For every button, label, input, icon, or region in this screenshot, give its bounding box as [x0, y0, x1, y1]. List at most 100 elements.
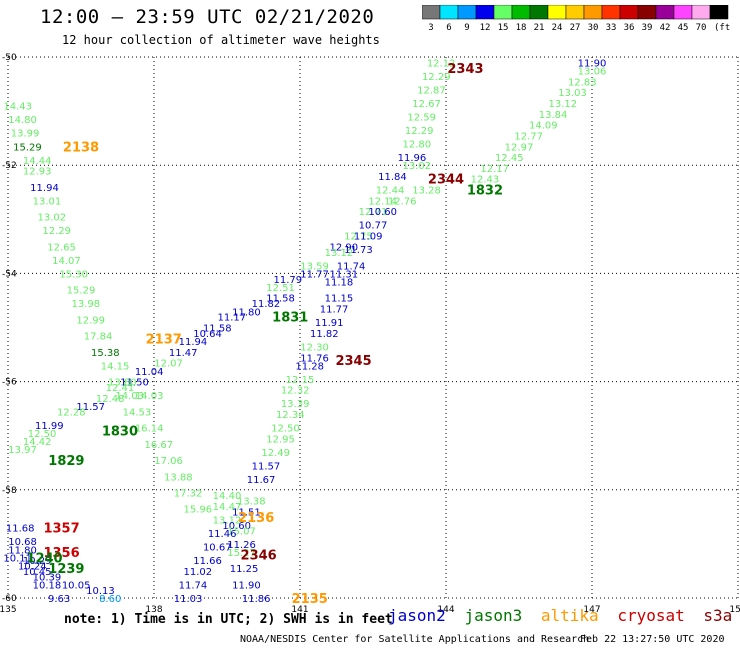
y-tick-label: -52 [2, 161, 17, 171]
wave-height-label: 12.90 [329, 242, 358, 253]
wave-height-label: 11.90 [578, 58, 607, 69]
wave-height-label: 9.63 [48, 594, 70, 605]
wave-height-label: 11.76 [300, 353, 329, 364]
wave-height-label: 13.12 [213, 516, 242, 527]
wave-height-label: 12.43 [471, 175, 500, 186]
colorbar-label: 6 [446, 23, 451, 33]
wave-height-label: 12.28 [57, 407, 86, 418]
wave-height-label: 11.68 [6, 524, 35, 535]
wave-height-label: 14.43 [3, 102, 32, 113]
wave-height-label: 14.53 [123, 407, 152, 418]
wave-height-label: 10.11 [3, 553, 32, 564]
wave-height-label: 12.67 [412, 99, 441, 110]
wave-height-label: 12.45 [495, 153, 524, 164]
wave-height-label: 11.57 [76, 402, 105, 413]
colorbar-label: 24 [552, 23, 563, 33]
wave-height-label: 11.82 [310, 329, 339, 340]
wave-height-label: 10.60 [222, 521, 251, 532]
colorbar-label: 12 [480, 23, 491, 33]
chart-title: 12:00 – 23:59 UTC 02/21/2020 [40, 6, 375, 28]
wave-height-label: 11.82 [252, 299, 281, 310]
wave-height-label: 11.94 [179, 337, 208, 348]
wave-height-label: 11.96 [398, 153, 427, 164]
wave-height-label: 15.96 [183, 505, 212, 516]
y-tick-label: -50 [2, 53, 17, 63]
wave-height-label: 17.06 [154, 456, 183, 467]
wave-height-label: 12.32 [281, 386, 310, 397]
wave-height-label: 12.97 [505, 142, 534, 153]
colorbar-label: 9 [464, 23, 469, 33]
wave-height-label: 13.28 [412, 186, 441, 197]
pass-time-label: 2136 [238, 511, 274, 526]
wave-height-label: 12.30 [300, 342, 329, 353]
units-note: note: 1) Time is in UTC; 2) SWH is in fe… [64, 612, 393, 627]
wave-height-label: 11.26 [227, 540, 256, 551]
wave-height-label: 12.71 [359, 207, 388, 218]
wave-height-label: 11.51 [232, 507, 261, 518]
wave-height-label: 11.03 [174, 594, 203, 605]
wave-height-label: 12.93 [23, 167, 52, 178]
x-tick-label: 141 [291, 605, 308, 615]
wave-height-label: 11.31 [329, 269, 358, 280]
y-tick-label: -58 [2, 486, 17, 496]
wave-height-label: 11.77 [300, 269, 329, 280]
wave-height-label: 12.95 [266, 434, 295, 445]
wave-height-label: 11.50 [120, 378, 149, 389]
wave-height-label: 12.29 [42, 226, 71, 237]
legend-item-cryosat: cryosat [617, 606, 685, 625]
wave-height-label: 13.84 [539, 110, 568, 121]
wave-height-label: 11.90 [232, 580, 261, 591]
wave-height-label: 11.74 [179, 580, 208, 591]
wave-height-label: 14.44 [23, 156, 52, 167]
wave-height-label: 11.25 [230, 564, 259, 575]
colorbar-label: 36 [624, 23, 635, 33]
pass-time-label: 2346 [241, 549, 277, 564]
legend-item-s3a: s3a [703, 606, 733, 625]
wave-height-label: 12.44 [376, 186, 405, 197]
wave-height-label: 15.07 [227, 526, 256, 537]
wave-height-label: 12.59 [407, 113, 436, 124]
wave-height-label: 12.87 [417, 85, 446, 96]
wave-height-label: 13.02 [37, 213, 66, 224]
wave-height-label: 10.45 [23, 567, 52, 578]
wave-height-label: 12.15 [286, 375, 315, 386]
wave-height-label: 14.40 [213, 491, 242, 502]
wave-height-label: 10.67 [203, 543, 232, 554]
wave-height-label: 12.83 [568, 77, 597, 88]
colorbar-swatch [709, 5, 729, 20]
legend-item-jason3: jason3 [464, 606, 523, 625]
wave-height-label: 14.42 [23, 437, 52, 448]
wave-height-label: 14.03 [135, 391, 164, 402]
chart-subtitle: 12 hour collection of altimeter wave hei… [62, 33, 380, 47]
wave-height-label: 12.75 [344, 232, 373, 243]
colorbar-label: 42 [660, 23, 671, 33]
wave-height-label: 12.80 [402, 140, 431, 151]
wave-height-label: 13.12 [325, 248, 354, 259]
wave-height-label: 12.50 [271, 424, 300, 435]
pass-time-label: 2135 [292, 592, 328, 607]
wave-height-label: 12.49 [261, 448, 290, 459]
wave-height-label: 12.41 [106, 383, 135, 394]
wave-height-label: 11.04 [135, 367, 164, 378]
wave-height-label: 10.60 [368, 207, 397, 218]
wave-height-label: 11.46 [208, 529, 237, 540]
wave-height-label: 14.47 [213, 502, 242, 513]
wave-height-label: 13.03 [558, 88, 587, 99]
wave-height-label: 11.80 [232, 307, 261, 318]
y-tick-label: -56 [2, 378, 17, 388]
wave-height-label: 13.02 [402, 161, 431, 172]
wave-height-label: 12.51 [266, 283, 295, 294]
wave-height-label: 11.47 [169, 348, 198, 359]
x-tick-label: 135 [0, 605, 17, 615]
pass-time-label: 2344 [428, 173, 464, 188]
wave-height-label: 11.84 [378, 172, 407, 183]
wave-height-label: 15.29 [13, 142, 42, 153]
wave-height-label: 14.07 [52, 256, 81, 267]
wave-height-label: 13.80 [108, 378, 137, 389]
colorbar-label: 33 [606, 23, 617, 33]
wave-height-label: 12.50 [28, 429, 57, 440]
wave-height-label: 14.09 [529, 121, 558, 132]
wave-height-label: 13.97 [8, 445, 37, 456]
wave-height-label: 10.24 [18, 562, 47, 573]
